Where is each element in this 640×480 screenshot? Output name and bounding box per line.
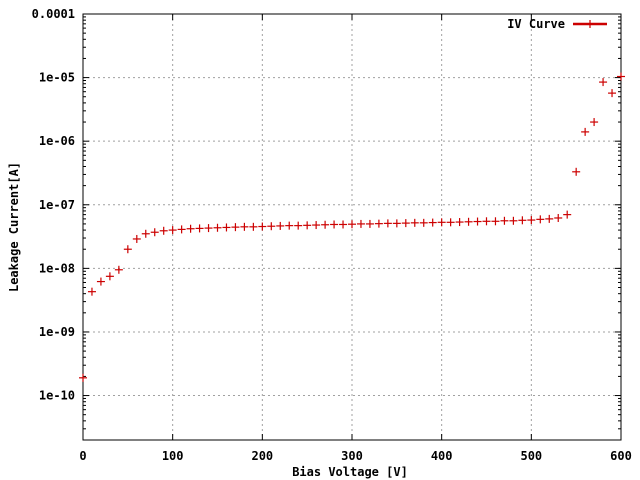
y-tick-label: 1e-08: [39, 261, 75, 275]
x-tick-label: 0: [79, 449, 86, 463]
y-axis-title: Leakage Current[A]: [7, 162, 21, 292]
data-point: [213, 223, 222, 232]
data-point: [123, 245, 132, 254]
y-tick-label: 1e-05: [39, 71, 75, 85]
data-point: [96, 277, 105, 286]
legend: IV Curve: [507, 17, 607, 31]
data-points: [79, 72, 625, 382]
y-tick-label: 1e-06: [39, 134, 75, 148]
data-point: [365, 219, 374, 228]
data-point: [87, 287, 96, 296]
x-tick-label: 100: [162, 449, 184, 463]
x-tick-label: 200: [251, 449, 273, 463]
y-tick-label: 1e-10: [39, 389, 75, 403]
y-tick-label: 1e-09: [39, 325, 75, 339]
data-point: [446, 218, 455, 227]
y-tick-label: 1e-07: [39, 198, 75, 212]
data-point: [419, 218, 428, 227]
y-tick-labels: 1e-10 1e-09 1e-08 1e-07 1e-06 1e-05 0.0001: [32, 7, 75, 403]
data-point: [482, 217, 491, 226]
data-point: [348, 220, 356, 229]
x-axis-title: Bias Voltage [V]: [292, 465, 408, 479]
data-point: [168, 226, 177, 235]
data-point: [321, 220, 330, 229]
y-tick-label: 0.0001: [32, 7, 75, 21]
data-point: [617, 72, 625, 81]
data-point: [186, 224, 195, 233]
data-point: [410, 218, 419, 227]
data-point: [132, 234, 141, 243]
data-point: [105, 272, 114, 281]
data-point: [177, 225, 186, 234]
data-point: [509, 216, 518, 225]
data-point: [222, 223, 231, 232]
data-point: [150, 228, 159, 237]
data-point: [204, 224, 213, 233]
x-tick-label: 500: [520, 449, 542, 463]
data-point: [249, 222, 258, 231]
data-point: [455, 218, 464, 227]
data-point: [79, 373, 87, 382]
data-point: [464, 217, 473, 226]
data-point: [599, 78, 608, 87]
data-point: [195, 224, 204, 233]
data-point: [581, 127, 590, 136]
x-tick-label: 600: [610, 449, 632, 463]
data-point: [491, 217, 500, 226]
x-tick-label: 300: [341, 449, 363, 463]
data-point: [536, 215, 545, 224]
data-point: [473, 217, 482, 226]
data-point: [401, 219, 410, 228]
data-point: [231, 223, 240, 232]
data-point: [590, 118, 599, 127]
legend-marker: [586, 20, 594, 28]
data-point: [437, 218, 446, 227]
data-point: [276, 221, 285, 230]
data-point: [383, 219, 392, 228]
grid-lines: [83, 14, 621, 440]
data-point: [608, 89, 617, 98]
data-point: [330, 220, 339, 229]
data-point: [267, 222, 276, 231]
data-point: [428, 218, 437, 227]
data-point: [356, 219, 365, 228]
data-point: [572, 167, 581, 176]
x-tick-label: 400: [431, 449, 453, 463]
data-point: [563, 210, 572, 219]
legend-label: IV Curve: [507, 17, 565, 31]
data-point: [114, 265, 123, 274]
data-point: [527, 216, 536, 225]
data-point: [392, 219, 401, 228]
data-point: [500, 216, 509, 225]
data-point: [240, 222, 249, 231]
axis-ticks: [82, 13, 622, 440]
data-point: [339, 220, 348, 229]
data-point: [303, 221, 312, 230]
data-point: [374, 219, 383, 228]
data-point: [159, 226, 168, 235]
data-point: [545, 214, 554, 223]
data-point: [141, 229, 150, 238]
data-point: [554, 213, 563, 222]
data-point: [294, 221, 303, 230]
data-point: [258, 222, 267, 231]
data-point: [312, 221, 321, 230]
x-tick-labels: 0 100 200 300 400 500 600: [79, 449, 631, 463]
data-point: [518, 216, 527, 225]
data-point: [285, 221, 294, 230]
